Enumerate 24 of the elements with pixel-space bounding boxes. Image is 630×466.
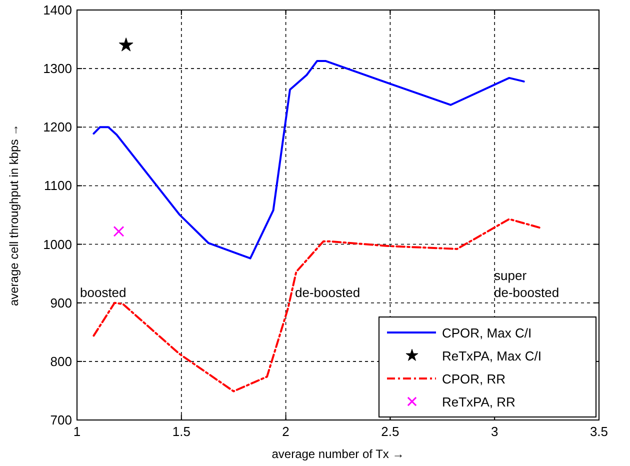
legend-label: ReTxPA, Max C/I xyxy=(442,348,542,364)
x-tick-label: 3 xyxy=(490,424,498,439)
legend-label: CPOR, RR xyxy=(442,372,506,386)
x-tick-label: 1 xyxy=(73,424,81,439)
annotation: boosted xyxy=(80,285,126,300)
legend-label: CPOR, Max C/I xyxy=(442,326,532,340)
y-tick-label: 1200 xyxy=(43,120,72,135)
y-tick-label: 1000 xyxy=(43,236,72,252)
x-tick-label: 2 xyxy=(282,424,290,439)
y-tick-label: 900 xyxy=(50,295,72,310)
line-series xyxy=(92,60,525,260)
y-tick-label: 800 xyxy=(50,354,72,369)
annotation: super de-boosted xyxy=(494,268,560,300)
annotation: de-boosted xyxy=(295,285,360,300)
y-tick-label: 1300 xyxy=(43,61,72,76)
x-tick-label: 3.5 xyxy=(590,424,608,439)
y-tick-label: 1400 xyxy=(43,2,72,18)
x-tick-label: 2.5 xyxy=(381,424,400,439)
x-tick-label: 1.5 xyxy=(172,424,190,439)
y-tick-label: 700 xyxy=(50,412,72,428)
y-tick-label: 1100 xyxy=(44,178,72,194)
y-axis-title: average cell throughput in kbps → xyxy=(7,124,21,306)
legend-label: ReTxPA, RR xyxy=(442,394,516,410)
x-axis-title: average number of Tx → xyxy=(272,447,404,461)
